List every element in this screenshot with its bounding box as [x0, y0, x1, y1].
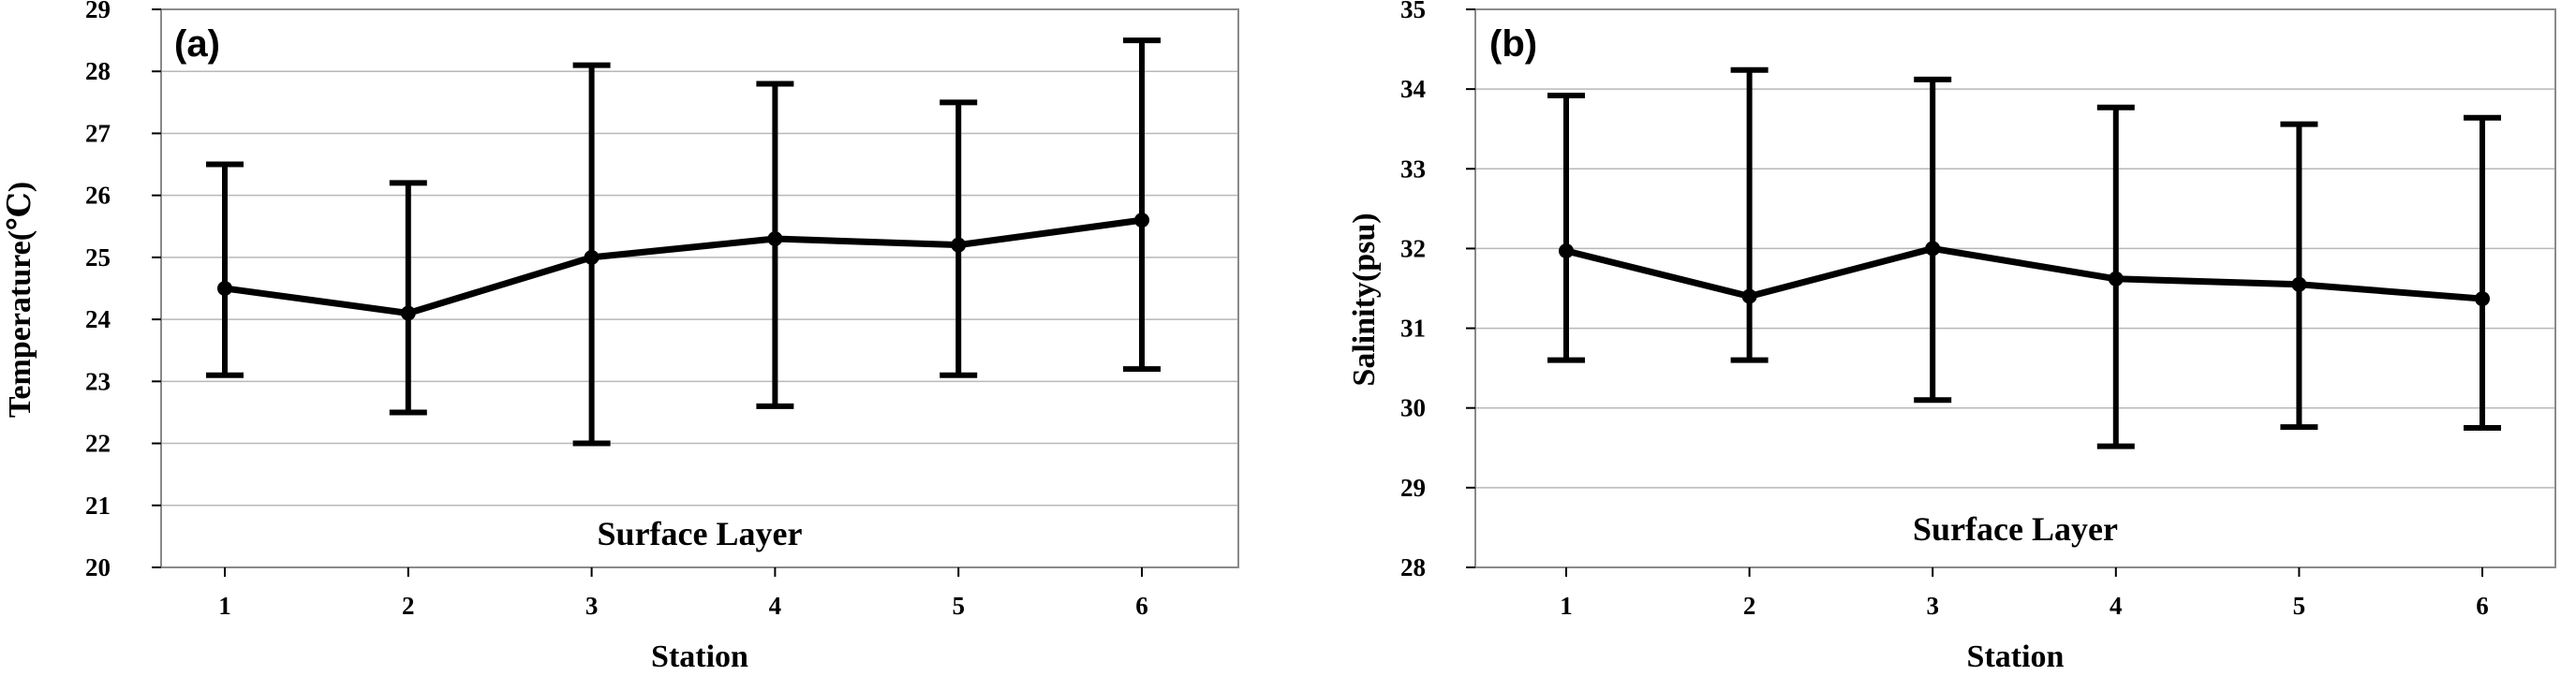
y-tick-label: 25: [85, 243, 111, 272]
data-point: [1134, 213, 1149, 228]
y-tick-label: 27: [85, 119, 111, 147]
data-point: [1925, 241, 1941, 257]
y-tick-label: 28: [85, 57, 111, 85]
y-tick-label: 30: [1400, 394, 1426, 422]
y-axis-title: Temperature(℃): [3, 182, 37, 418]
data-point: [584, 249, 600, 265]
y-tick-label: 31: [1400, 315, 1426, 343]
panel-label: (b): [1489, 23, 1537, 65]
y-tick-label: 28: [1400, 553, 1426, 581]
y-tick-label: 35: [1400, 0, 1426, 23]
panel-label: (a): [174, 23, 220, 65]
y-tick-label: 23: [85, 367, 111, 395]
data-point: [400, 305, 416, 321]
x-tick-label: 4: [769, 592, 782, 620]
x-tick-label: 2: [402, 592, 415, 620]
x-tick-label: 3: [585, 592, 599, 620]
data-point: [951, 237, 967, 253]
inset-label: Surface Layer: [598, 515, 803, 552]
x-tick-label: 1: [218, 592, 231, 620]
data-point: [767, 231, 783, 247]
x-tick-label: 3: [1926, 592, 1939, 620]
x-tick-label: 4: [2110, 592, 2123, 620]
series-line: [1565, 244, 2483, 302]
x-tick-label: 2: [1743, 592, 1756, 620]
y-tick-label: 29: [85, 0, 111, 23]
data-point: [2291, 276, 2307, 292]
y-tick-label: 34: [1400, 75, 1426, 103]
y-tick-label: 26: [85, 182, 111, 210]
x-tick-label: 5: [952, 592, 965, 620]
data-point: [1741, 288, 1757, 304]
y-tick-label: 32: [1400, 234, 1426, 262]
data-point: [1559, 242, 1574, 258]
series-line: [224, 216, 1143, 316]
y-tick-label: 24: [85, 305, 111, 333]
x-axis-title: Station: [651, 639, 748, 674]
data-point: [2108, 271, 2124, 287]
y-tick-label: 22: [85, 430, 111, 458]
y-tick-label: 20: [85, 553, 111, 581]
x-tick-label: 6: [1135, 592, 1148, 620]
y-axis-title: Salinity(psu): [1347, 213, 1382, 386]
y-tick-label: 21: [85, 492, 111, 520]
plot-frame: [1474, 8, 2556, 568]
y-tick-label: 33: [1400, 154, 1426, 183]
data-point: [2475, 291, 2490, 307]
x-tick-label: 5: [2293, 592, 2306, 620]
x-axis-title: Station: [1967, 639, 2065, 674]
x-tick-label: 1: [1560, 592, 1573, 620]
plot-frame: [160, 8, 1239, 568]
data-point: [217, 281, 232, 296]
y-tick-label: 29: [1400, 474, 1426, 502]
x-tick-label: 6: [2476, 592, 2489, 620]
inset-label: Surface Layer: [1913, 510, 2118, 548]
